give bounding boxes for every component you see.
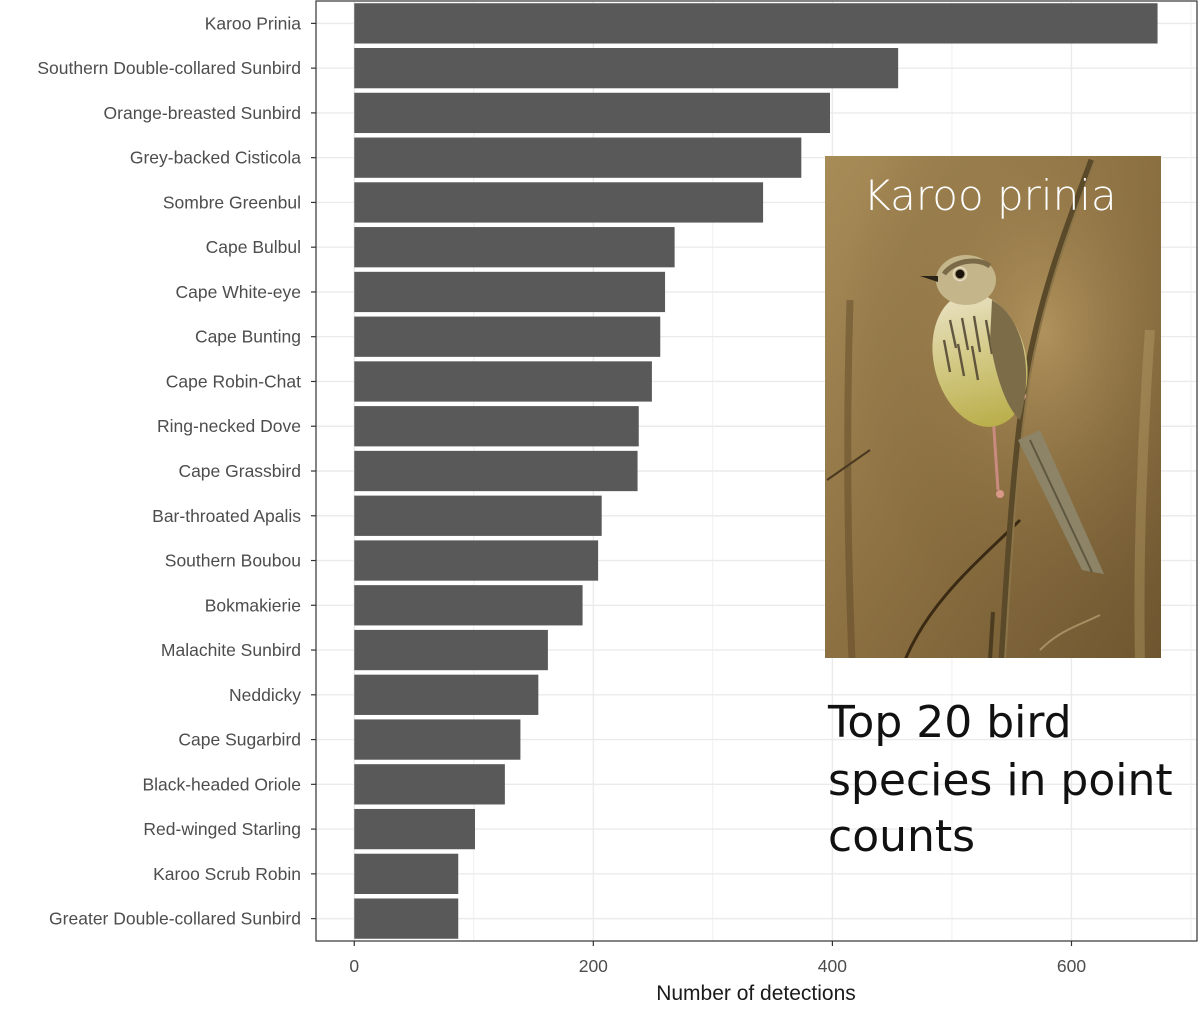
y-tick-label: Cape Robin-Chat (166, 371, 301, 391)
y-tick-label: Southern Boubou (165, 551, 301, 571)
y-tick-label: Bar-throated Apalis (152, 506, 301, 526)
x-tick-label: 400 (818, 956, 847, 976)
x-tick-label: 600 (1057, 956, 1086, 976)
bar (354, 137, 802, 178)
bar (354, 3, 1158, 44)
bar (354, 808, 475, 850)
bar (354, 629, 548, 671)
y-tick-label: Cape Bulbul (206, 237, 301, 257)
y-tick-label: Cape White-eye (176, 282, 301, 302)
bar (354, 450, 638, 492)
x-tick-label: 0 (349, 956, 359, 976)
bar (354, 406, 639, 447)
bar (354, 764, 505, 805)
y-tick-label: Neddicky (229, 685, 301, 705)
bar (354, 227, 675, 268)
bar (354, 898, 459, 939)
inset-photo (825, 156, 1161, 658)
bar (354, 271, 666, 313)
y-tick-label: Cape Bunting (195, 327, 301, 347)
y-tick-label: Karoo Scrub Robin (153, 864, 301, 884)
bar (354, 182, 764, 223)
annotation-line-3: counts (828, 811, 975, 862)
bar (354, 48, 899, 89)
y-tick-label: Cape Grassbird (178, 461, 301, 481)
bar (354, 361, 652, 402)
bar (354, 495, 602, 536)
x-tick-label: 200 (579, 956, 608, 976)
bar (354, 540, 599, 581)
bar (354, 92, 831, 134)
y-tick-label: Malachite Sunbird (161, 640, 301, 660)
y-tick-label: Southern Double-collared Sunbird (37, 58, 301, 78)
bar (354, 719, 521, 760)
bar (354, 316, 661, 357)
y-tick-label: Orange-breasted Sunbird (104, 103, 301, 123)
y-tick-label: Cape Sugarbird (178, 730, 301, 750)
y-tick-label: Greater Double-collared Sunbird (49, 909, 301, 929)
annotation-text: Top 20 bird species in point counts (827, 697, 1173, 862)
annotation-line-2: species in point (828, 755, 1173, 806)
y-tick-label: Red-winged Starling (143, 819, 301, 839)
y-tick-label: Grey-backed Cisticola (130, 148, 301, 168)
y-tick-label: Ring-necked Dove (157, 416, 301, 436)
annotation-line-1: Top 20 bird (827, 697, 1072, 748)
y-tick-label: Sombre Greenbul (163, 192, 301, 212)
x-axis: 0 200 400 600 (349, 941, 1086, 976)
y-tick-label: Black-headed Oriole (142, 774, 301, 794)
bar (354, 585, 583, 626)
y-tick-label: Karoo Prinia (205, 13, 302, 33)
x-axis-title: Number of detections (656, 982, 856, 1005)
y-tick-label: Bokmakierie (205, 595, 301, 615)
bars (354, 3, 1158, 939)
bar (354, 853, 459, 894)
bar (354, 674, 539, 715)
y-axis: Karoo Prinia Southern Double-collared Sun… (37, 13, 316, 929)
inset-caption: Karoo prinia (863, 171, 1116, 220)
